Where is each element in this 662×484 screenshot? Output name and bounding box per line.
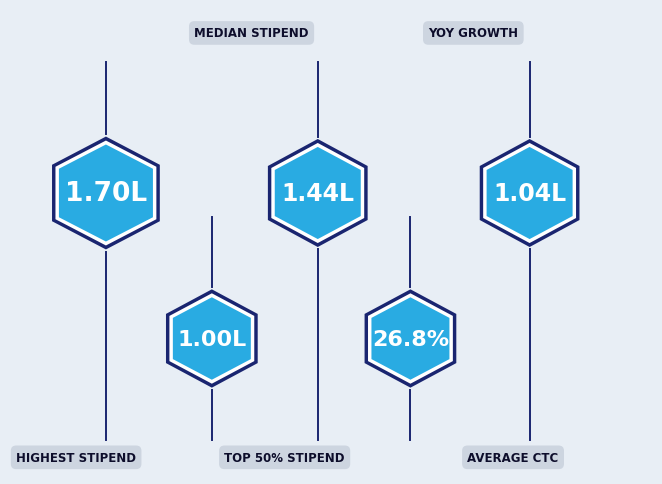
Text: HIGHEST STIPEND: HIGHEST STIPEND: [16, 451, 136, 464]
Polygon shape: [483, 144, 576, 243]
Text: 1.44L: 1.44L: [281, 182, 354, 206]
Polygon shape: [368, 294, 453, 384]
Polygon shape: [52, 137, 160, 250]
Text: MEDIAN STIPEND: MEDIAN STIPEND: [195, 28, 308, 40]
Polygon shape: [365, 290, 456, 388]
Text: AVERAGE CTC: AVERAGE CTC: [467, 451, 559, 464]
Text: YOY GROWTH: YOY GROWTH: [428, 28, 518, 40]
Text: TOP 50% STIPEND: TOP 50% STIPEND: [224, 451, 345, 464]
Polygon shape: [59, 145, 153, 242]
Text: 1.00L: 1.00L: [177, 329, 246, 349]
Polygon shape: [275, 148, 361, 240]
Text: 26.8%: 26.8%: [372, 329, 449, 349]
Polygon shape: [166, 290, 258, 388]
Polygon shape: [173, 298, 251, 380]
Polygon shape: [169, 294, 254, 384]
Polygon shape: [487, 148, 573, 240]
Polygon shape: [480, 140, 579, 247]
Polygon shape: [271, 144, 364, 243]
Polygon shape: [268, 140, 367, 247]
Text: 1.04L: 1.04L: [493, 182, 566, 206]
Text: 1.70L: 1.70L: [65, 181, 147, 207]
Polygon shape: [56, 141, 156, 246]
Polygon shape: [371, 298, 449, 380]
